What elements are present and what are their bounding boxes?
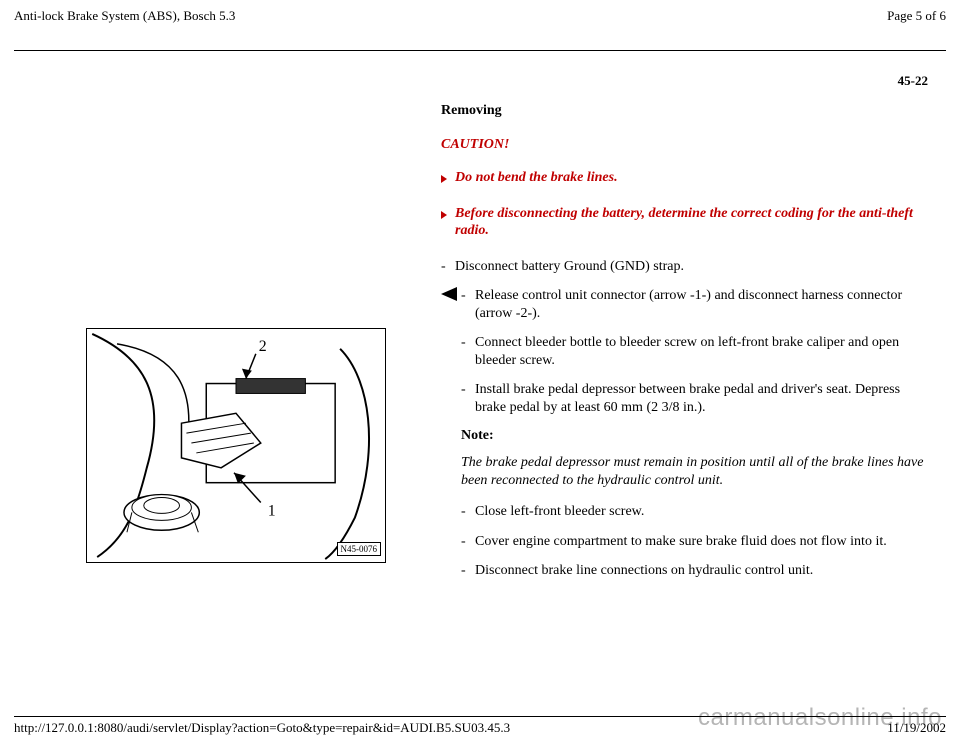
manual-page: Anti-lock Brake System (ABS), Bosch 5.3 … xyxy=(0,0,960,742)
figure-reference-block: Release control unit connector (arrow -1… xyxy=(441,287,926,592)
page-footer: http://127.0.0.1:8080/audi/servlet/Displ… xyxy=(14,716,946,736)
step-item: Connect bleeder bottle to bleeder screw … xyxy=(461,334,926,369)
caution-item: Before disconnecting the battery, determ… xyxy=(441,205,926,240)
figure-callout-1: 1 xyxy=(268,502,276,519)
caution-list: Do not bend the brake lines. Before disc… xyxy=(441,169,926,240)
step-item: Disconnect battery Ground (GND) strap. xyxy=(441,258,926,276)
step-item: Close left-front bleeder screw. xyxy=(461,503,926,521)
figure-callout-2: 2 xyxy=(259,338,267,355)
text-column: Removing CAUTION! Do not bend the brake … xyxy=(431,103,926,592)
page-indicator: Page 5 of 6 xyxy=(887,8,946,24)
figure-column: 2 1 N45-0076 xyxy=(86,103,431,592)
step-item: Cover engine compartment to make sure br… xyxy=(461,533,926,551)
content-area: 2 1 N45-0076 Removing CAUTION! Do not be… xyxy=(14,103,946,592)
pointer-content: Release control unit connector (arrow -1… xyxy=(461,287,926,592)
step-list-a: Release control unit connector (arrow -1… xyxy=(461,287,926,416)
pointer-icon xyxy=(441,287,461,592)
step-list-b: Close left-front bleeder screw. Cover en… xyxy=(461,503,926,580)
caution-item: Do not bend the brake lines. xyxy=(441,169,926,187)
doc-title: Anti-lock Brake System (ABS), Bosch 5.3 xyxy=(14,8,235,24)
footer-date: 11/19/2002 xyxy=(887,720,946,736)
step-item: Install brake pedal depressor between br… xyxy=(461,381,926,416)
step-item: Disconnect brake line connections on hyd… xyxy=(461,562,926,580)
technical-figure: 2 1 N45-0076 xyxy=(86,328,386,563)
figure-id-label: N45-0076 xyxy=(337,542,382,556)
page-header: Anti-lock Brake System (ABS), Bosch 5.3 … xyxy=(14,8,946,28)
note-label: Note: xyxy=(461,428,926,444)
note-text: The brake pedal depressor must remain in… xyxy=(461,454,926,489)
footer-url: http://127.0.0.1:8080/audi/servlet/Displ… xyxy=(14,720,510,736)
step-item: Release control unit connector (arrow -1… xyxy=(461,287,926,322)
step-list-top: Disconnect battery Ground (GND) strap. xyxy=(441,258,926,276)
section-number: 45-22 xyxy=(14,73,928,89)
section-heading: Removing xyxy=(441,103,926,119)
caution-label: CAUTION! xyxy=(441,137,926,153)
header-rule xyxy=(14,50,946,51)
